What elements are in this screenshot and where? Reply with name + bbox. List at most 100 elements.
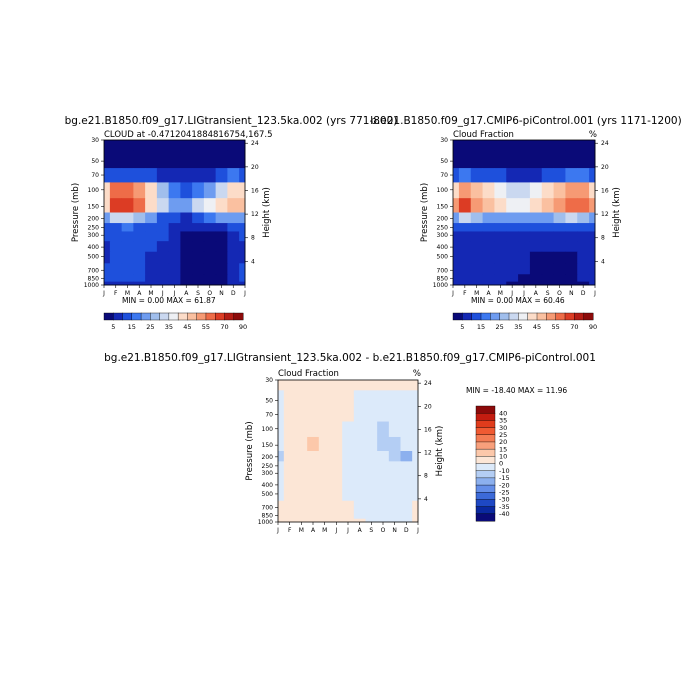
- panel-3-unit-label: %: [413, 369, 421, 379]
- heatmap-cell: [180, 263, 193, 275]
- month-tick-label: F: [114, 290, 118, 297]
- heatmap-cell: [377, 461, 390, 470]
- pressure-tick-label: 50: [91, 158, 99, 165]
- heatmap-cell: [342, 380, 355, 391]
- heatmap-cell: [365, 489, 378, 502]
- heatmap-cell: [388, 500, 401, 512]
- heatmap-cell: [453, 281, 460, 286]
- colorbar-label: 5: [460, 323, 464, 331]
- height-tick-label: 20: [601, 164, 609, 171]
- heatmap-cell: [377, 469, 390, 480]
- pressure-tick-label: 250: [262, 463, 274, 470]
- heatmap-cell: [482, 168, 495, 183]
- heatmap-cell: [203, 241, 217, 253]
- heatmap-cell: [307, 518, 320, 523]
- month-tick-label: J: [173, 290, 176, 297]
- heatmap-cell: [589, 281, 596, 286]
- heatmap-cell: [458, 241, 472, 253]
- month-tick-label: A: [486, 290, 491, 297]
- pressure-tick-label: 300: [262, 470, 274, 477]
- heatmap-cell: [104, 281, 111, 286]
- heatmap-cell: [203, 263, 217, 275]
- heatmap-cell: [278, 511, 285, 520]
- heatmap-cell: [180, 182, 193, 199]
- month-tick-label: M: [474, 290, 479, 297]
- heatmap-cell: [215, 223, 228, 232]
- heatmap-cell: [529, 140, 543, 151]
- heatmap-cell: [145, 168, 158, 183]
- heatmap-cell: [330, 469, 343, 480]
- panel-1-title: bg.e21.B1850.f09_g17.LIGtransient_123.5k…: [65, 115, 398, 127]
- heatmap-cell: [589, 168, 596, 183]
- heatmap-cell: [278, 469, 285, 480]
- heatmap-cell: [342, 451, 355, 462]
- heatmap-cell: [589, 251, 596, 264]
- heatmap-cell: [168, 150, 181, 169]
- heatmap-cell: [388, 451, 401, 462]
- heatmap-cell: [239, 168, 246, 183]
- heatmap-cell: [192, 251, 205, 264]
- pressure-tick-label: 100: [437, 187, 449, 194]
- height-tick-label: 8: [601, 235, 605, 242]
- heatmap-cell: [518, 274, 531, 283]
- heatmap-cell: [458, 198, 472, 213]
- heatmap-cell: [121, 274, 134, 283]
- heatmap-cell: [283, 407, 296, 422]
- month-tick-label: O: [381, 527, 386, 534]
- heatmap-cell: [506, 231, 519, 242]
- heatmap-cell: [283, 390, 296, 408]
- colorbar-label: 35: [514, 323, 522, 331]
- heatmap-cell: [239, 241, 246, 253]
- heatmap-cell: [553, 251, 566, 264]
- heatmap-cell: [353, 451, 366, 462]
- heatmap-cell: [482, 150, 495, 169]
- colorbar-label: 35: [165, 323, 173, 331]
- heatmap-cell: [589, 241, 596, 253]
- heatmap-cell: [156, 274, 170, 283]
- colorbar-swatch: [475, 405, 496, 414]
- heatmap-cell: [377, 518, 390, 523]
- heatmap-cell: [565, 168, 578, 183]
- month-tick-label: J: [346, 527, 349, 534]
- heatmap-cell: [589, 274, 596, 283]
- heatmap-cell: [342, 479, 355, 490]
- colorbar-swatch: [168, 312, 179, 321]
- heatmap-cell: [518, 251, 531, 264]
- heatmap-cell: [494, 281, 507, 286]
- heatmap-cell: [121, 212, 134, 224]
- month-tick-label: M: [125, 290, 130, 297]
- heatmap-cell: [453, 168, 460, 183]
- heatmap-cell: [529, 150, 543, 169]
- heatmap-cell: [156, 281, 170, 286]
- pressure-axis-label: Pressure (mb): [71, 183, 81, 242]
- height-tick-label: 16: [424, 426, 432, 433]
- heatmap-cell: [529, 212, 543, 224]
- pressure-tick-label: 850: [262, 512, 274, 519]
- heatmap-cell: [494, 150, 507, 169]
- height-axis-label: Height (km): [262, 187, 272, 238]
- heatmap-cell: [400, 461, 413, 470]
- heatmap-cell: [377, 380, 390, 391]
- colorbar-swatch: [475, 513, 496, 522]
- heatmap-cell: [482, 251, 495, 264]
- heatmap-cell: [215, 274, 228, 283]
- heatmap-cell: [553, 212, 566, 224]
- heatmap-cell: [318, 436, 331, 452]
- pressure-tick-label: 50: [265, 398, 273, 405]
- heatmap-cell: [295, 380, 308, 391]
- heatmap-cell: [168, 263, 181, 275]
- heatmap-cell: [506, 251, 519, 264]
- heatmap-cell: [192, 182, 205, 199]
- heatmap-cell: [482, 212, 495, 224]
- colorbar-label: 70: [570, 323, 578, 331]
- heatmap-cell: [342, 436, 355, 452]
- heatmap-cell: [565, 241, 578, 253]
- height-tick-label: 20: [424, 403, 432, 410]
- heatmap-cell: [412, 421, 419, 438]
- heatmap-cell: [203, 212, 217, 224]
- heatmap-cell: [203, 168, 217, 183]
- colorbar-label: 15: [477, 323, 485, 331]
- heatmap-cell: [283, 436, 296, 452]
- heatmap-cell: [295, 479, 308, 490]
- panel-2-colorbar: 5 15 25 35 45 55 70 90: [452, 312, 597, 331]
